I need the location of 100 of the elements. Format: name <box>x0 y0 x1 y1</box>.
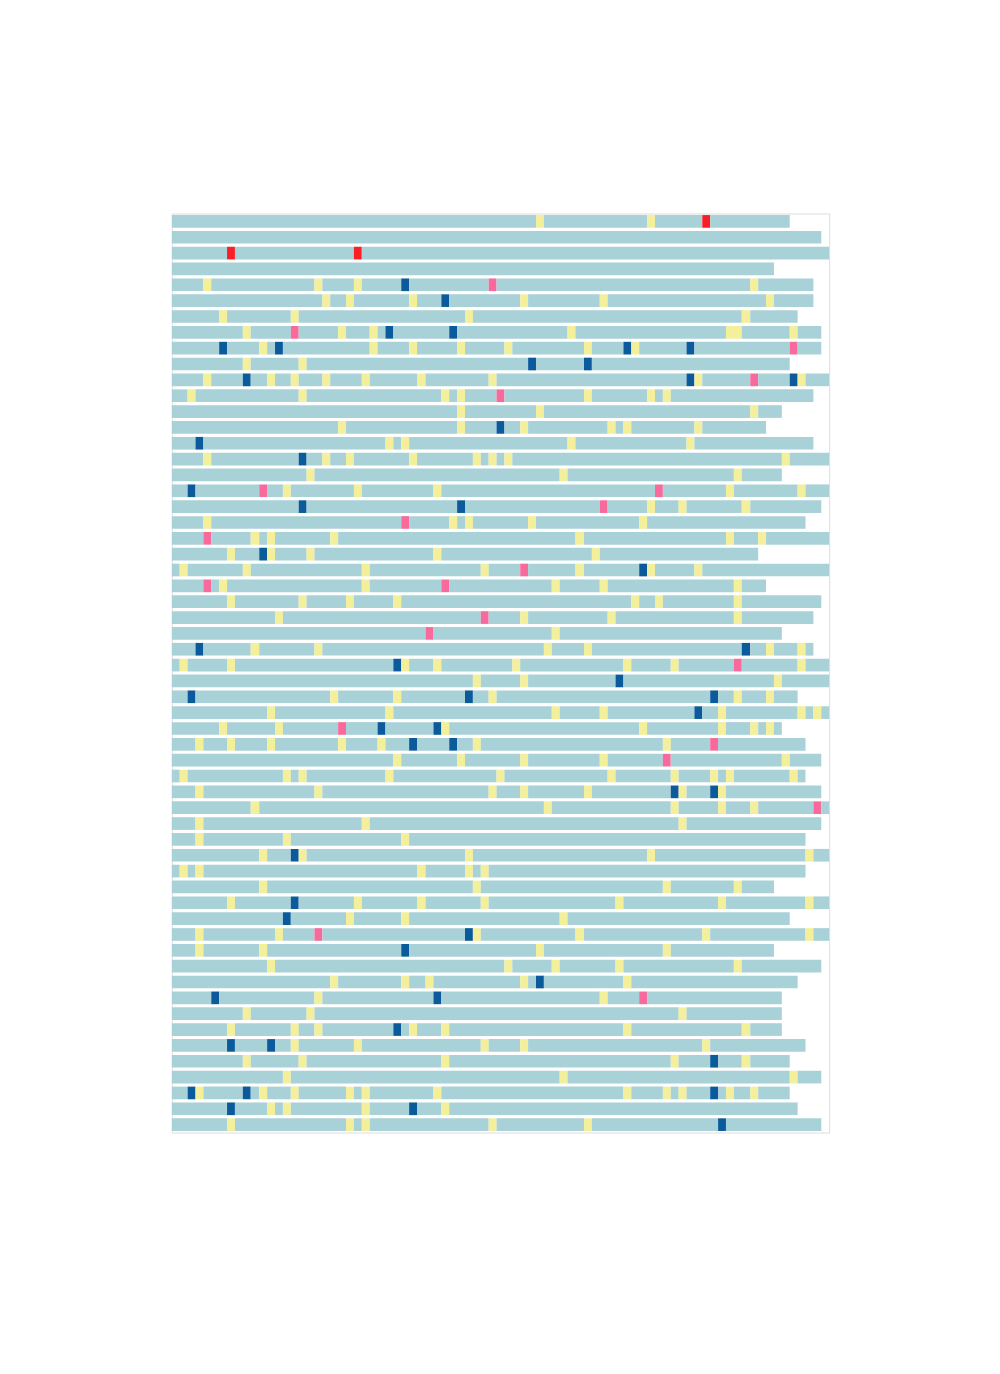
bar <box>718 1054 742 1068</box>
bar <box>504 452 513 466</box>
bar <box>488 690 497 704</box>
bar <box>290 373 299 387</box>
bar <box>591 1118 719 1131</box>
bar <box>171 737 196 751</box>
bar <box>686 785 711 799</box>
bar <box>353 246 362 260</box>
bar <box>678 1054 711 1068</box>
bar <box>306 389 442 403</box>
bar <box>171 801 251 815</box>
bar <box>259 341 268 355</box>
bar <box>449 516 458 529</box>
bar <box>591 642 742 656</box>
bar <box>615 421 624 434</box>
bar <box>275 737 339 751</box>
bar <box>187 563 243 577</box>
bar <box>314 468 560 482</box>
bar <box>441 722 450 735</box>
bar <box>393 769 497 783</box>
bar <box>361 1039 481 1052</box>
bar <box>472 848 648 862</box>
bar <box>488 1118 497 1131</box>
bar <box>559 579 600 593</box>
bar <box>361 278 402 292</box>
bar <box>322 278 354 292</box>
bar <box>346 325 370 339</box>
bar <box>559 706 600 719</box>
bar <box>234 547 260 561</box>
bar <box>259 531 268 545</box>
bar <box>567 1070 790 1084</box>
bar <box>203 737 228 751</box>
bar <box>441 658 513 672</box>
bar <box>171 547 228 561</box>
bar <box>575 531 584 545</box>
bar <box>733 880 742 894</box>
bar <box>718 769 726 783</box>
bar <box>789 769 798 783</box>
bar <box>465 310 473 323</box>
bar <box>583 928 703 941</box>
bar <box>417 896 426 910</box>
bar <box>171 294 323 307</box>
bar <box>457 405 465 418</box>
bar <box>543 215 648 228</box>
bar <box>686 436 695 450</box>
bar <box>631 595 640 609</box>
bar <box>203 928 276 941</box>
bar <box>203 373 212 387</box>
bar <box>361 896 418 910</box>
bar <box>567 912 790 925</box>
bar <box>275 722 283 735</box>
bar <box>409 658 434 672</box>
bar <box>242 325 251 339</box>
bar <box>520 658 624 672</box>
bar <box>441 389 450 403</box>
bar <box>322 294 331 307</box>
bar <box>718 690 734 704</box>
bar <box>528 785 584 799</box>
bar <box>733 769 790 783</box>
bar <box>551 801 671 815</box>
bar <box>306 452 323 466</box>
bar <box>203 642 251 656</box>
bar <box>369 373 418 387</box>
bar <box>369 1086 434 1100</box>
bar <box>171 928 196 941</box>
bar <box>631 421 695 434</box>
bar <box>275 531 331 545</box>
bar <box>187 389 196 403</box>
bar <box>718 1086 726 1100</box>
bar <box>733 468 742 482</box>
bar <box>417 452 473 466</box>
bar <box>465 753 521 767</box>
bar <box>234 896 291 910</box>
bar <box>433 627 552 640</box>
bar <box>670 753 782 767</box>
bar <box>250 325 291 339</box>
bar <box>195 484 260 498</box>
bar <box>536 215 544 228</box>
bar <box>766 722 774 735</box>
bar <box>409 294 418 307</box>
bar <box>773 294 814 307</box>
bar <box>480 674 521 688</box>
bar <box>227 341 260 355</box>
bar <box>171 405 458 418</box>
bar <box>678 658 734 672</box>
bar <box>171 1070 283 1084</box>
bar <box>298 1039 354 1052</box>
bar <box>203 864 418 878</box>
bar <box>694 436 814 450</box>
bar <box>647 563 655 577</box>
bar <box>710 215 790 228</box>
bar <box>361 1102 370 1116</box>
bar <box>322 928 465 941</box>
bar <box>290 1086 299 1100</box>
bar <box>520 421 529 434</box>
bar <box>259 880 268 894</box>
bar <box>789 373 798 387</box>
bar <box>267 848 291 862</box>
bar <box>195 943 204 957</box>
bar <box>171 516 204 529</box>
